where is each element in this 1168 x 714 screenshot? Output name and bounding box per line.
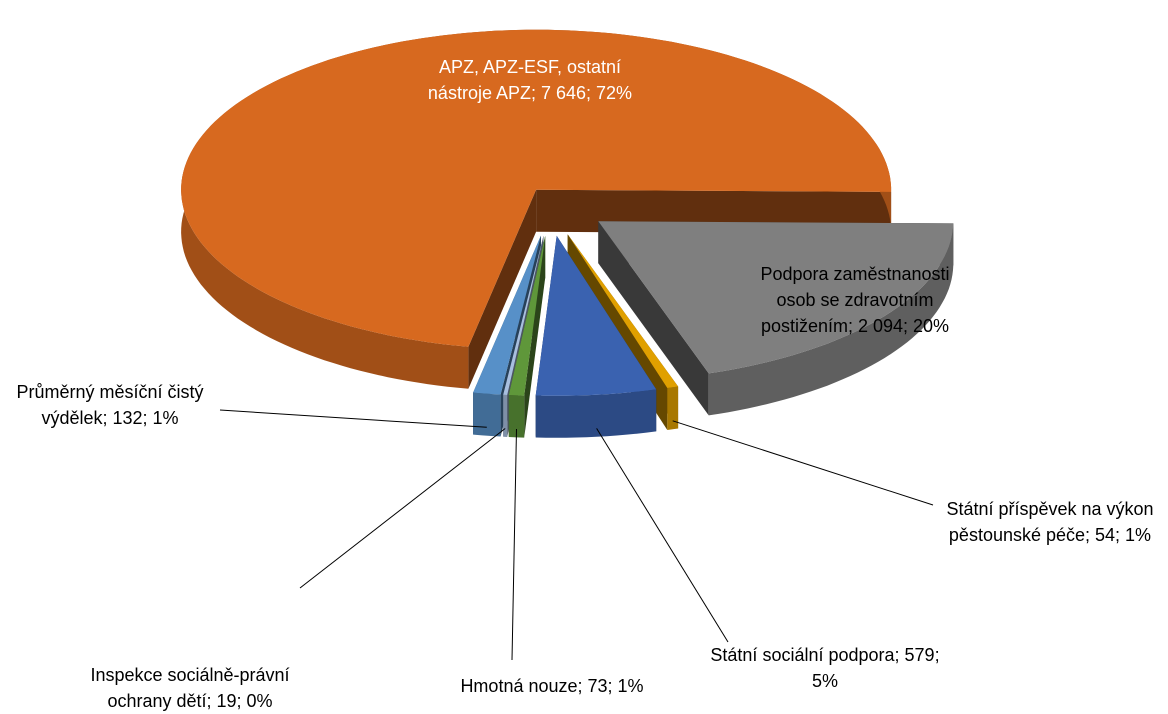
slice [598, 221, 954, 416]
slice-top [473, 235, 541, 395]
data-label: APZ, APZ-ESF, ostatní nástroje APZ; 7 64… [427, 57, 633, 103]
data-label: Státní příspěvek na výkon pěstounské péč… [946, 499, 1154, 545]
slice-top [508, 235, 546, 396]
data-label: Státní sociální podpora; 579; 5% [710, 645, 940, 691]
leader-line [299, 428, 506, 589]
slice-wall [468, 189, 537, 389]
leader-line [596, 428, 729, 643]
slice-top [567, 234, 679, 388]
data-label: Hmotná nouze; 73; 1% [460, 676, 644, 696]
slice-side [508, 395, 525, 438]
data-label: Inspekce sociálně-právní ochrany dětí; 1… [90, 665, 290, 711]
slice-top [181, 29, 892, 347]
chart [181, 29, 954, 661]
page: (() => { const data = JSON.parse(documen… [16, 29, 1154, 711]
slice-side [473, 392, 501, 437]
slice-side [503, 394, 508, 437]
slice-top [535, 235, 657, 396]
slice [535, 235, 657, 438]
slice-side [708, 223, 954, 416]
slice-top [503, 235, 544, 395]
leader-line [219, 409, 487, 428]
leader-line [511, 428, 517, 661]
slice-side [535, 389, 657, 438]
data-label: Průměrný měsíční čistý výdělek; 132; 1% [16, 382, 204, 428]
slice-wall [598, 221, 709, 416]
slice-top [598, 221, 954, 374]
slice-side [667, 386, 679, 430]
data-label: Podpora zaměstnanosti osob se zdravotním… [760, 264, 950, 336]
leader-line [672, 420, 934, 506]
slice [508, 235, 546, 438]
